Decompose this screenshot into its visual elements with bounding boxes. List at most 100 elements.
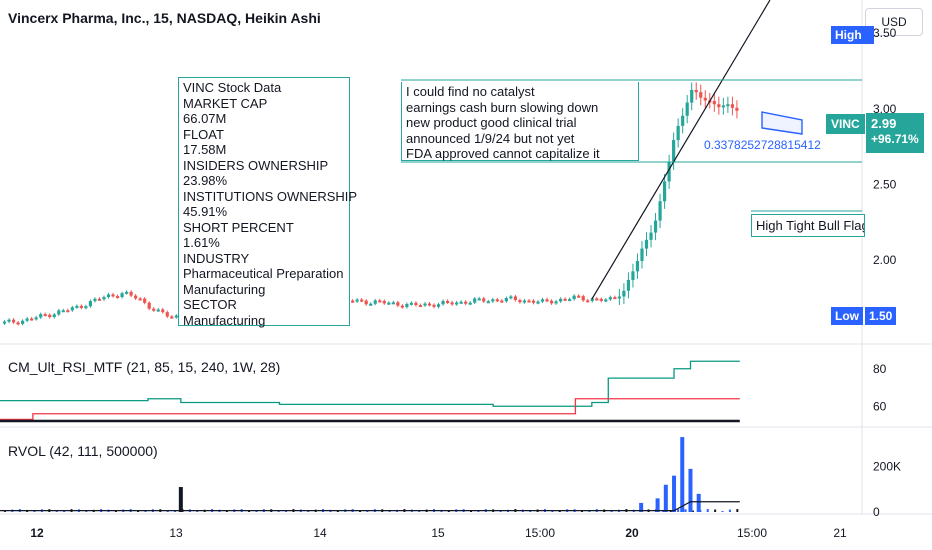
rvol-spike	[680, 437, 685, 512]
candle-body	[482, 298, 486, 302]
time-tick-label: 15	[431, 526, 445, 540]
candle-body	[504, 297, 508, 302]
time-tick-label: 15:00	[737, 526, 767, 540]
candle-body	[369, 303, 373, 306]
candle-body	[735, 107, 739, 111]
candle-body	[84, 306, 88, 309]
candle-body	[34, 317, 38, 320]
candle-body	[473, 298, 477, 303]
time-tick-label: 14	[313, 526, 327, 540]
candle-body	[500, 300, 504, 303]
candle-body	[436, 304, 441, 307]
price-tick-label: 2.50	[873, 177, 897, 191]
rsi-indicator-label[interactable]: CM_Ult_RSI_MTF (21, 85, 15, 240, 1W, 28)	[8, 359, 281, 375]
candle-body	[676, 125, 680, 141]
candle-body	[658, 201, 662, 221]
pattern-label[interactable]: High Tight Bull Flag	[751, 214, 865, 237]
rvol-spike	[688, 468, 693, 512]
candle-body	[662, 181, 667, 202]
candle-body	[617, 296, 621, 299]
candle-body	[626, 279, 631, 291]
currency-button[interactable]: USD	[865, 8, 923, 36]
candle-body	[644, 239, 649, 249]
rvol-bar	[418, 511, 421, 512]
candle-body	[631, 271, 635, 280]
rvol-tick-label: 200K	[873, 460, 901, 474]
candle-body	[726, 104, 730, 107]
rvol-spike	[696, 493, 701, 512]
candle-body	[170, 316, 174, 319]
rvol-bar	[336, 510, 339, 512]
candle-body	[16, 322, 20, 325]
candle-body	[66, 310, 70, 313]
rvol-bar	[499, 510, 502, 512]
flag-channel[interactable]	[761, 111, 803, 135]
rvol-spike	[655, 498, 660, 512]
last-price: 2.99	[871, 116, 897, 131]
candle-body	[590, 298, 594, 302]
rvol-bar	[706, 509, 709, 512]
high-label: High	[831, 26, 866, 44]
candle-body	[418, 305, 423, 308]
candle-body	[156, 309, 160, 312]
candle-body	[147, 302, 151, 309]
rvol-bar	[225, 510, 228, 512]
candle-body	[699, 92, 703, 98]
candle-body	[455, 302, 459, 305]
candle-body	[649, 232, 653, 240]
candle-body	[495, 299, 499, 302]
candle-body	[486, 301, 490, 304]
candle-body	[400, 305, 404, 308]
rvol-bar	[691, 510, 694, 512]
candle-body	[518, 300, 522, 303]
rvol-indicator-label[interactable]: RVOL (42, 111, 500000)	[8, 443, 158, 459]
catalyst-note[interactable]: I could find no catalyst earnings cash b…	[401, 82, 639, 161]
rvol-bar	[714, 509, 717, 512]
time-tick-label: 15:00	[525, 526, 555, 540]
price-candles	[2, 82, 739, 326]
candle-body	[48, 314, 52, 318]
time-tick-label: 20	[625, 526, 639, 540]
candle-body	[581, 296, 585, 301]
candle-body	[730, 104, 735, 108]
candle-body	[445, 300, 450, 303]
trend-line[interactable]	[591, 0, 771, 300]
candle-body	[11, 319, 16, 323]
candle-body	[88, 301, 93, 307]
bull-flag-drawing[interactable]	[751, 111, 862, 212]
candle-body	[152, 308, 156, 311]
candle-body	[513, 296, 517, 301]
candle-body	[174, 315, 178, 318]
candle-body	[599, 298, 603, 301]
candle-body	[568, 299, 572, 302]
candle-body	[355, 299, 359, 302]
candle-body	[115, 296, 120, 299]
candle-body	[351, 300, 355, 303]
candle-body	[161, 309, 165, 313]
candle-body	[491, 299, 495, 302]
candle-body	[717, 104, 721, 108]
rvol-spike	[663, 484, 668, 512]
candle-body	[604, 299, 608, 302]
candle-body	[129, 291, 133, 296]
candle-body	[586, 300, 590, 303]
candle-body	[712, 100, 716, 105]
candle-body	[441, 300, 445, 305]
rvol-pane	[0, 437, 740, 512]
candle-body	[21, 320, 25, 324]
chart-title: Vincerx Pharma, Inc., 15, NASDAQ, Heikin…	[8, 10, 321, 26]
candle-body	[595, 298, 599, 301]
rvol-spike	[672, 475, 677, 512]
price-tick-label: 3.00	[873, 102, 897, 116]
rsi-line	[0, 360, 740, 407]
rvol-bar	[388, 510, 391, 512]
candle-body	[396, 302, 400, 306]
candle-body	[52, 314, 56, 318]
stock-data-note[interactable]: VINC Stock Data MARKET CAP 66.07M FLOAT …	[178, 77, 357, 328]
candle-body	[703, 97, 707, 101]
candle-body	[459, 301, 463, 304]
candle-body	[640, 248, 644, 261]
rsi-signal-line	[0, 398, 740, 421]
candle-body	[7, 319, 11, 322]
